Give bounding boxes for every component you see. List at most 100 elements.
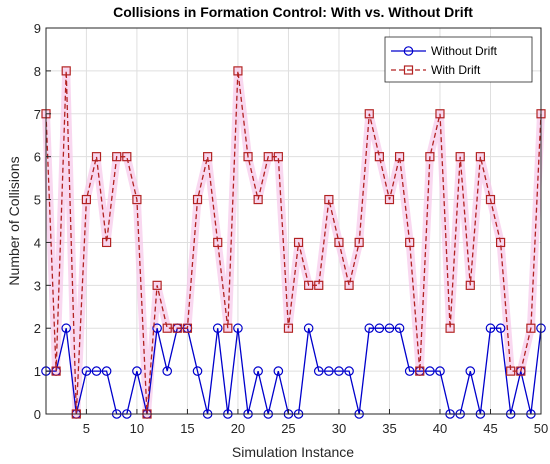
x-tick-label: 30 (332, 421, 346, 436)
legend-with-drift-label: With Drift (431, 63, 481, 77)
x-tick-label: 35 (382, 421, 396, 436)
legend-with-drift-marker (403, 65, 414, 75)
data-point-without-drift (465, 366, 476, 376)
data-point-with-drift (253, 194, 263, 205)
x-axis-label: Simulation Instance (232, 444, 354, 460)
data-point-without-drift (313, 366, 324, 376)
data-point-with-drift (233, 66, 243, 76)
y-tick-label: 5 (34, 193, 41, 208)
data-point-without-drift (495, 323, 506, 334)
y-tick-label: 8 (34, 64, 41, 79)
data-point-without-drift (303, 323, 314, 334)
data-point-with-drift (374, 152, 384, 162)
x-tick-label: 45 (483, 421, 497, 436)
data-point-with-drift (102, 237, 112, 248)
data-point-without-drift (435, 366, 445, 376)
data-point-with-drift (203, 152, 213, 162)
data-point-with-drift (445, 323, 455, 333)
data-point-with-drift (425, 152, 435, 162)
y-tick-label: 2 (34, 321, 41, 336)
data-point-with-drift (354, 237, 364, 248)
data-point-without-drift (101, 366, 112, 376)
data-point-with-drift (263, 152, 273, 162)
data-point-with-drift (324, 194, 334, 205)
y-tick-label: 9 (34, 21, 41, 36)
data-point-without-drift (364, 323, 375, 334)
data-point-with-drift (172, 323, 182, 333)
data-point-with-drift (223, 323, 233, 333)
y-tick-label: 0 (34, 407, 41, 422)
data-point-with-drift (364, 109, 374, 119)
data-point-without-drift (404, 366, 415, 376)
x-tick-label: 25 (281, 421, 295, 436)
data-point-with-drift (152, 280, 162, 290)
data-point-with-drift (122, 152, 132, 162)
y-tick-label: 7 (34, 107, 41, 122)
data-point-with-drift (485, 194, 496, 205)
data-point-without-drift (334, 366, 344, 376)
x-tick-label: 15 (180, 421, 194, 436)
data-point-with-drift (394, 152, 405, 162)
data-point-with-drift (61, 66, 71, 76)
x-tick-label: 50 (534, 421, 548, 436)
data-point-with-drift (293, 237, 304, 248)
data-point-without-drift (324, 366, 334, 376)
drift-highlight (42, 66, 545, 418)
data-point-without-drift (192, 366, 203, 376)
data-point-with-drift (405, 237, 415, 248)
x-tick-label: 10 (130, 421, 144, 436)
data-point-with-drift (506, 366, 516, 376)
data-point-with-drift (213, 237, 223, 248)
y-tick-label: 4 (34, 235, 41, 250)
data-point-without-drift (374, 323, 385, 334)
data-point-with-drift (334, 237, 344, 248)
data-point-with-drift (81, 194, 92, 205)
data-point-with-drift (132, 194, 142, 205)
x-tick-label: 20 (231, 421, 245, 436)
data-point-with-drift (91, 152, 102, 162)
data-point-with-drift (415, 366, 425, 376)
data-point-with-drift (112, 152, 122, 162)
data-point-without-drift (344, 366, 354, 376)
legend-without-drift-label: Without Drift (431, 44, 498, 58)
legend-without-drift-marker (403, 46, 414, 56)
data-point-without-drift (233, 323, 243, 334)
y-tick-label: 1 (34, 364, 41, 379)
data-point-with-drift (435, 109, 445, 119)
chart-title: Collisions in Formation Control: With vs… (113, 4, 473, 20)
data-point-with-drift (182, 323, 193, 333)
y-tick-label: 6 (34, 150, 41, 165)
data-point-with-drift (516, 366, 526, 376)
data-point-without-drift (253, 366, 263, 376)
series-with-drift (41, 66, 546, 419)
data-point-without-drift (162, 366, 173, 376)
y-tick-label: 3 (34, 278, 41, 293)
data-point-with-drift (465, 280, 475, 290)
x-tick-label: 40 (433, 421, 447, 436)
drift-highlight-band (42, 66, 545, 418)
data-point-without-drift (425, 366, 435, 376)
data-point-with-drift (495, 237, 506, 248)
x-tick-label: 5 (83, 421, 90, 436)
data-point-without-drift (61, 323, 72, 334)
data-point-without-drift (91, 366, 102, 376)
data-point-without-drift (212, 323, 223, 334)
data-point-with-drift (304, 280, 314, 290)
plot-frame (45, 27, 542, 415)
data-point-with-drift (283, 323, 294, 333)
data-point-with-drift (243, 152, 253, 162)
data-point-without-drift (273, 366, 284, 376)
legend: Without Drift With Drift (384, 36, 533, 83)
data-point-with-drift (192, 194, 203, 205)
data-point-with-drift (51, 366, 61, 376)
data-point-without-drift (384, 323, 395, 334)
data-point-without-drift (485, 323, 496, 334)
data-point-without-drift (132, 366, 142, 376)
y-axis-label: Number of Collisions (6, 156, 22, 285)
data-point-with-drift (344, 280, 354, 290)
data-point-with-drift (314, 280, 324, 290)
data-point-with-drift (273, 152, 283, 162)
data-point-with-drift (455, 152, 465, 162)
